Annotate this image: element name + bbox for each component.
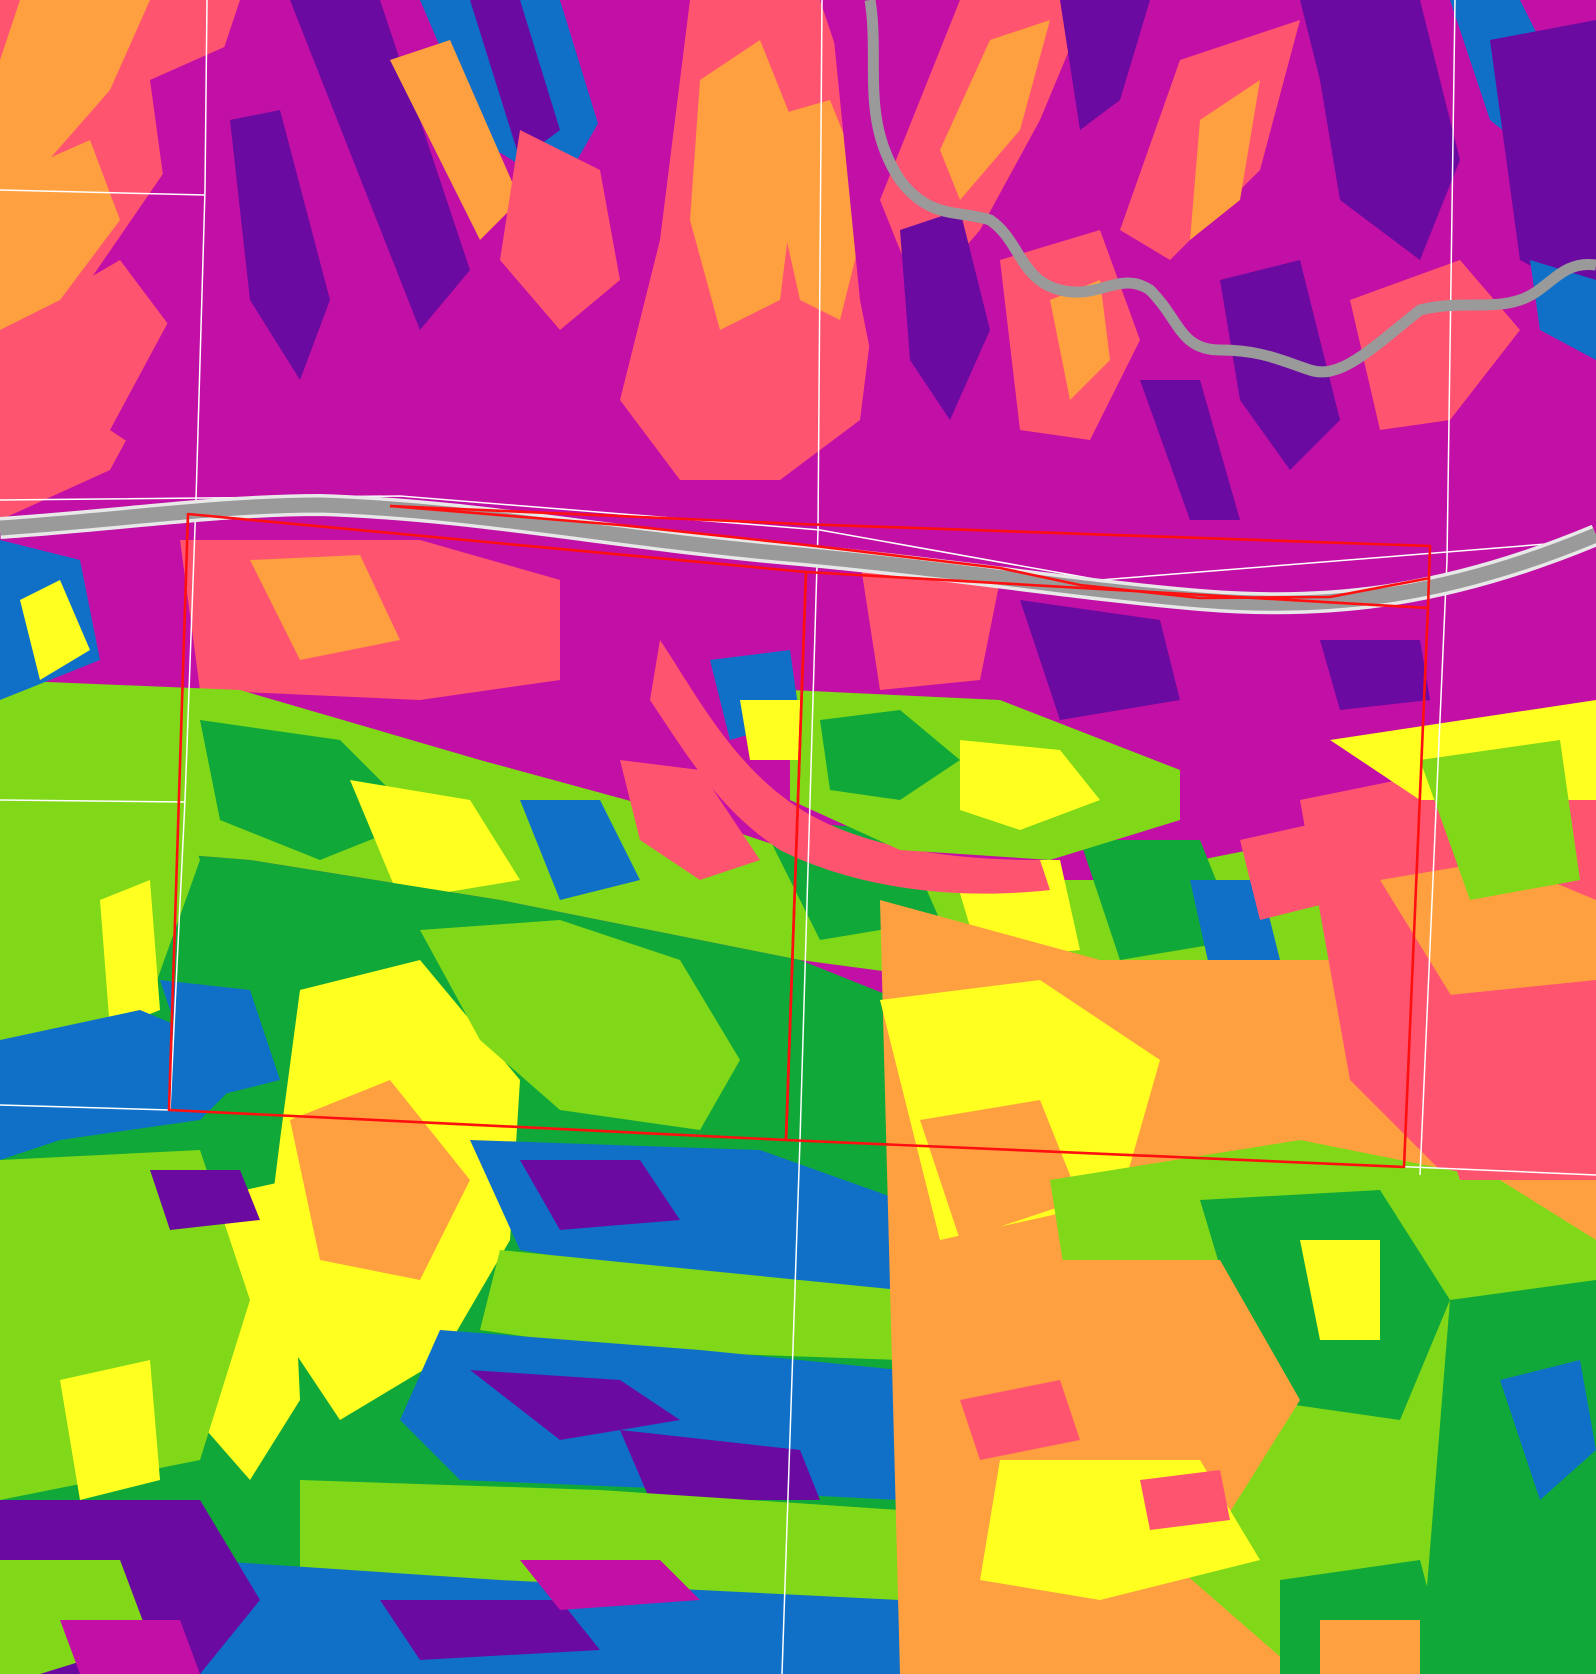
raster-south-zone — [0, 700, 1596, 1674]
parcel-strip-inner[interactable] — [389, 504, 1431, 600]
parcel-east[interactable] — [784, 570, 1430, 1169]
selected-parcels — [167, 504, 1432, 1169]
road-north-curvy — [864, 0, 1596, 378]
raster-north-zone — [0, 0, 1596, 520]
